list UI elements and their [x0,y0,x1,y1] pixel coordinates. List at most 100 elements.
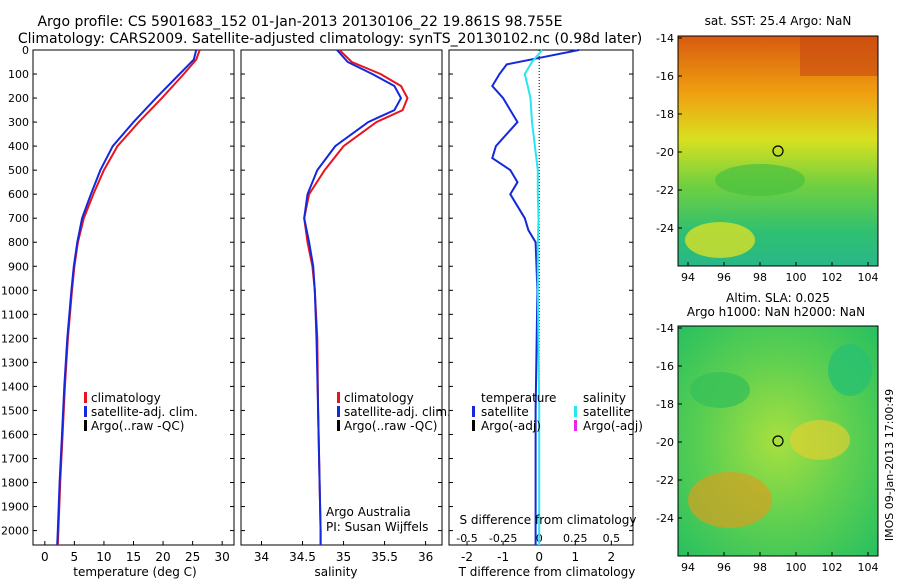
imos-timestamp-label: IMOS 09-Jan-2013 17:00:49 [883,389,896,541]
sla-map-frame [677,325,879,557]
chart-layer: 0 5 10 15 20 25 300100200300400500600700800900… [1,44,633,564]
difference-panel-frame [448,49,634,546]
salinity-annotation-line1: Argo Australia [326,505,411,519]
sla-map-title-line1: Altim. SLA: 0.025 [726,291,830,305]
y-tick-label: 500 [8,164,29,177]
legend-swatch-sal-argo [574,420,577,431]
map-y-tick-label: -20 [656,146,674,159]
temperature-panel-frame [32,49,235,546]
x-tick-label: 30 [215,550,230,564]
x-tick-label: -2 [461,550,473,564]
sla-map-axes: -14 -16 -18 -20 -22 -24 94 96 98 100 102 104 [656,322,878,574]
salinity-legend: climatology satellite-adj. clim. Argo(..… [326,391,451,534]
y-tick-label: 1000 [1,284,29,297]
x2-tick-label: 0.5 [603,532,621,545]
x-tick-label: 1 [571,550,579,564]
y-tick-label: 800 [8,236,29,249]
legend-swatch-climatology [84,392,87,403]
figure-title-line2: Climatology: CARS2009. Satellite-adjuste… [18,31,642,47]
sst-map-patch [685,222,755,258]
y-tick-label: 1200 [1,332,29,345]
y-tick-label: 1400 [1,380,29,393]
x-tick-label: 35.5 [371,550,398,564]
map-y-tick-label: -24 [656,222,674,235]
legend-label: satellite-adj. clim. [91,405,198,419]
difference-xlabel2: S difference from climatology [460,513,637,527]
series-line-satellite-adj-clim- [56,49,198,546]
map-x-tick-label: 98 [753,271,767,284]
x-tick-label: 25 [185,550,200,564]
x-tick-label: 20 [155,550,170,564]
y-tick-label: 1700 [1,452,29,465]
x-tick-label: 5 [71,550,79,564]
y-tick-label: 2000 [1,525,29,538]
sla-map-patch [688,472,772,528]
figure-title-line1: Argo profile: CS 5901683_152 01-Jan-2013… [37,14,562,30]
temperature-xlabel: temperature (deg C) [73,565,196,579]
x2-tick-label: -0.25 [489,532,517,545]
legend-swatch-temp-argo [472,420,475,431]
sst-map-patch [800,36,878,76]
y-tick-label: 400 [8,140,29,153]
series-line-temperature-satellite [491,49,580,545]
argo-location-marker [772,435,784,447]
x-tick-label: 34.5 [289,550,316,564]
sst-map-axes: -14 -16 -18 -20 -22 -24 94 96 98 100 102 104 [656,32,878,284]
map-x-tick-label: 104 [858,561,879,574]
y-tick-label: 1100 [1,308,29,321]
x2-tick-label: -0.5 [456,532,477,545]
x-tick-label: -1 [497,550,509,564]
series-line-satellite-adj-clim- [303,49,403,545]
map-x-tick-label: 94 [681,271,695,284]
x-tick-label: 15 [126,550,141,564]
y-tick-label: 600 [8,188,29,201]
legend-swatch-satellite [337,406,340,417]
series-line-salinity-satellite [523,49,543,545]
legend-heading-temperature: temperature [481,391,556,405]
y-tick-label: 1500 [1,404,29,417]
map-y-tick-label: -24 [656,512,674,525]
map-y-tick-label: -14 [656,32,674,45]
x-tick-label: 0 [41,550,49,564]
y-tick-label: 100 [8,68,29,81]
legend-label: satellite [481,405,529,419]
sst-map: sat. SST: 25.4 Argo: NaN -14 -16 -18 -20 -22… [656,14,879,284]
salinity-annotation-line2: PI: Susan Wijffels [326,520,428,534]
map-x-tick-label: 104 [858,271,879,284]
salinity-xlabel: salinity [314,565,357,579]
difference-xlabel: T difference from climatology [458,565,636,579]
map-x-tick-label: 98 [753,561,767,574]
legend-swatch-sal-satellite [574,406,577,417]
map-y-tick-label: -22 [656,184,674,197]
y-tick-label: 1900 [1,501,29,514]
legend-label: Argo(-adj) [481,419,541,433]
map-y-tick-label: -22 [656,474,674,487]
series-line-climatology [56,49,201,546]
temperature-legend: climatology satellite-adj. clim. Argo(..… [84,391,198,433]
x-tick-label: 0 [535,550,543,564]
map-y-tick-label: -16 [656,70,674,83]
map-x-tick-label: 94 [681,561,695,574]
map-x-tick-label: 96 [717,561,731,574]
legend-label: Argo(-adj) [583,419,643,433]
map-x-tick-label: 100 [786,271,807,284]
legend-swatch-climatology [337,392,340,403]
sla-map-patch [690,372,750,408]
argo-location-marker [772,145,784,157]
legend-label: climatology [91,391,161,405]
y-tick-label: 0 [22,44,29,57]
y-tick-label: 1300 [1,356,29,369]
legend-swatch-argo [337,420,340,431]
map-y-tick-label: -18 [656,108,674,121]
x-tick-label: 36 [418,550,433,564]
legend-label: satellite [583,405,631,419]
legend-label: Argo(..raw -QC) [91,419,184,433]
sla-map-patch [828,344,872,396]
sst-map-title: sat. SST: 25.4 Argo: NaN [705,14,852,28]
x-tick-label: 2 [608,550,616,564]
legend-label: climatology [344,391,414,405]
y-tick-label: 300 [8,116,29,129]
map-x-tick-label: 96 [717,271,731,284]
sst-map-frame [677,35,879,267]
y-tick-label: 200 [8,92,29,105]
